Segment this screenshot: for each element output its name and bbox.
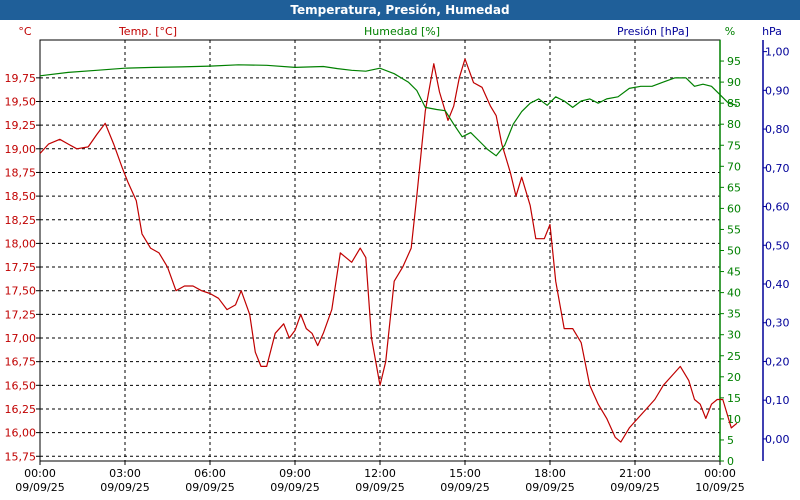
- temp-tick-label: 16,25: [5, 403, 37, 416]
- x-tick-date: 09/09/25: [270, 481, 319, 494]
- humidity-tick-label: 15: [727, 392, 741, 405]
- x-tick-date: 09/09/25: [185, 481, 234, 494]
- x-tick-date: 09/09/25: [15, 481, 64, 494]
- x-tick-date: 09/09/25: [355, 481, 404, 494]
- humidity-tick-label: 25: [727, 350, 741, 363]
- humidity-tick-label: 0: [727, 455, 734, 468]
- x-tick-date: 09/09/25: [610, 481, 659, 494]
- temp-tick-label: 17,50: [5, 285, 37, 298]
- pressure-tick-label: 0,50: [765, 239, 790, 252]
- temp-tick-label: 18,25: [5, 214, 37, 227]
- humidity-unit-label: %: [725, 25, 735, 38]
- humidity-tick-label: 80: [727, 118, 741, 131]
- temp-tick-label: 17,75: [5, 261, 37, 274]
- pressure-axis-title: Presión [hPa]: [617, 25, 689, 38]
- temp-tick-label: 19,75: [5, 72, 37, 85]
- humidity-tick-label: 50: [727, 245, 741, 258]
- humidity-tick-label: 45: [727, 266, 741, 279]
- humidity-tick-label: 10: [727, 413, 741, 426]
- temp-tick-label: 18,50: [5, 190, 37, 203]
- humidity-axis-title: Humedad [%]: [364, 25, 440, 38]
- temp-tick-label: 16,50: [5, 379, 37, 392]
- chart-labels: °C% hPa Temp. [°C] Humedad [%] Presión [hPa]: [18, 25, 782, 38]
- x-tick-time: 15:00: [449, 467, 481, 480]
- x-tick-date: 10/09/25: [695, 481, 744, 494]
- x-tick-time: 09:00: [279, 467, 311, 480]
- temp-axis-title: Temp. [°C]: [118, 25, 177, 38]
- series-line-temp: [39, 58, 738, 443]
- temp-tick-label: 16,75: [5, 356, 37, 369]
- humidity-tick-label: 75: [727, 139, 741, 152]
- temp-tick-label: 17,00: [5, 332, 37, 345]
- humidity-tick-label: 85: [727, 97, 741, 110]
- humidity-tick-label: 40: [727, 287, 741, 300]
- temp-tick-label: 17,25: [5, 308, 37, 321]
- pressure-tick-label: 0,20: [765, 355, 790, 368]
- humidity-tick-label: 90: [727, 76, 741, 89]
- series-line-hum: [39, 64, 738, 157]
- temp-tick-label: 18,75: [5, 166, 37, 179]
- temp-unit-label: °C: [18, 25, 32, 38]
- chart-svg: 15,75 16,00 16,25 16,50 16,75 17,00 17,25 17,50…: [5, 25, 790, 494]
- humidity-tick-label: 70: [727, 160, 741, 173]
- pressure-unit-label: hPa: [762, 25, 782, 38]
- humidity-tick-label: 20: [727, 371, 741, 384]
- pressure-tick-label: 1,00: [765, 46, 790, 59]
- temp-tick-label: 16,00: [5, 427, 37, 440]
- chart-axes: 15,75 16,00 16,25 16,50 16,75 17,00 17,25 17,50…: [5, 39, 790, 494]
- pressure-tick-label: 0,70: [765, 162, 790, 175]
- x-tick-time: 03:00: [109, 467, 141, 480]
- x-tick-date: 09/09/25: [440, 481, 489, 494]
- humidity-tick-label: 35: [727, 308, 741, 321]
- x-tick-time: 06:00: [194, 467, 226, 480]
- humidity-tick-label: 5: [727, 434, 734, 447]
- x-tick-date: 09/09/25: [100, 481, 149, 494]
- pressure-tick-label: 0,30: [765, 317, 790, 330]
- pressure-tick-label: 0,00: [765, 433, 790, 446]
- temp-tick-label: 19,00: [5, 143, 37, 156]
- x-tick-time: 00:00: [704, 467, 736, 480]
- pressure-tick-label: 0,90: [765, 84, 790, 97]
- x-tick-time: 18:00: [534, 467, 566, 480]
- x-tick-time: 21:00: [619, 467, 651, 480]
- humidity-tick-label: 95: [727, 55, 741, 68]
- temp-tick-label: 15,75: [5, 450, 37, 463]
- x-tick-date: 09/09/25: [525, 481, 574, 494]
- humidity-tick-label: 65: [727, 181, 741, 194]
- pressure-tick-label: 0,80: [765, 123, 790, 136]
- humidity-tick-label: 60: [727, 202, 741, 215]
- temp-tick-label: 19,50: [5, 95, 37, 108]
- humidity-tick-label: 30: [727, 329, 741, 342]
- chart-title: Temperatura, Presión, Humedad: [0, 0, 800, 20]
- chart-grid: [40, 40, 720, 461]
- chart-series: [39, 58, 738, 443]
- temp-tick-label: 18,00: [5, 237, 37, 250]
- pressure-tick-label: 0,60: [765, 201, 790, 214]
- x-tick-time: 00:00: [24, 467, 56, 480]
- humidity-tick-label: 55: [727, 223, 741, 236]
- temp-tick-label: 19,25: [5, 119, 37, 132]
- pressure-tick-label: 0,10: [765, 394, 790, 407]
- pressure-tick-label: 0,40: [765, 278, 790, 291]
- x-tick-time: 12:00: [364, 467, 396, 480]
